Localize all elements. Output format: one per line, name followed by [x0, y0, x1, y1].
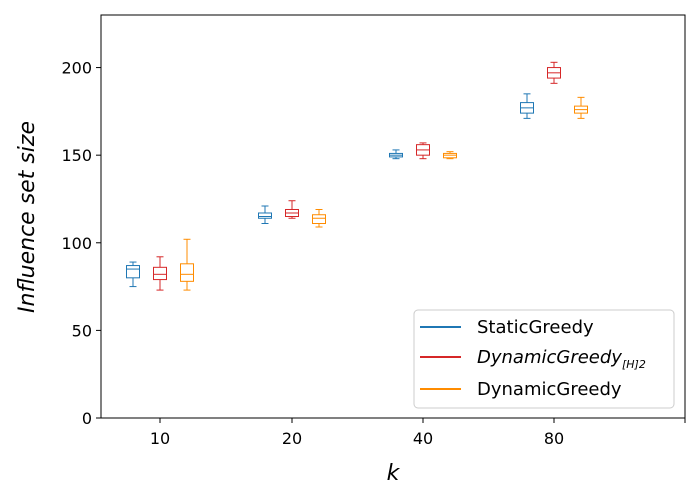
legend-label: StaticGreedy	[477, 317, 594, 338]
iqr-box	[312, 214, 326, 225]
box-plot-item	[574, 96, 588, 119]
legend-label-subscript: [H]2	[622, 358, 646, 371]
box-series	[153, 61, 561, 291]
x-tick-label: 40	[413, 429, 433, 448]
box-plot-item	[258, 205, 272, 225]
y-axis-title: Influence set size	[15, 121, 40, 313]
box-series-group	[126, 61, 588, 291]
y-tick-label: 0	[82, 409, 92, 428]
legend-label: DynamicGreedy[H]2	[477, 347, 646, 371]
box-plot-item	[126, 261, 140, 288]
iqr-box	[180, 263, 194, 282]
box-plot-item	[389, 149, 403, 160]
box-plot-item	[547, 61, 561, 84]
x-tick-label: 20	[282, 429, 302, 448]
iqr-box	[258, 212, 272, 219]
box-series	[180, 96, 588, 291]
box-plot-item	[180, 238, 194, 291]
x-tick-label: 10	[150, 429, 170, 448]
legend-label-text: DynamicGreedy	[477, 347, 622, 368]
x-axis-title: k	[387, 461, 401, 486]
iqr-box	[126, 265, 140, 279]
legend-label-text: DynamicGreedy	[477, 379, 622, 400]
box-plot-item	[443, 151, 457, 160]
box-plot-item	[312, 208, 326, 228]
box-plot-item	[416, 142, 430, 160]
legend: StaticGreedyDynamicGreedy[H]2DynamicGree…	[413, 309, 675, 409]
x-tick-label: 80	[544, 429, 564, 448]
x-axis: 10 20 40 80	[150, 418, 686, 448]
y-axis: 0 50 100 150 200	[61, 59, 101, 428]
box-plot-item	[153, 256, 167, 291]
iqr-box	[153, 266, 167, 281]
legend-label: DynamicGreedy	[477, 379, 622, 400]
y-tick-label: 50	[72, 321, 92, 340]
legend-label-text: StaticGreedy	[477, 317, 594, 338]
box-series	[126, 93, 534, 288]
box-plot-item	[520, 93, 534, 119]
y-tick-label: 100	[61, 234, 92, 253]
legend-frame	[413, 309, 675, 409]
y-tick-label: 200	[61, 59, 92, 78]
y-tick-label: 150	[61, 146, 92, 165]
box-plot-item	[285, 200, 299, 219]
